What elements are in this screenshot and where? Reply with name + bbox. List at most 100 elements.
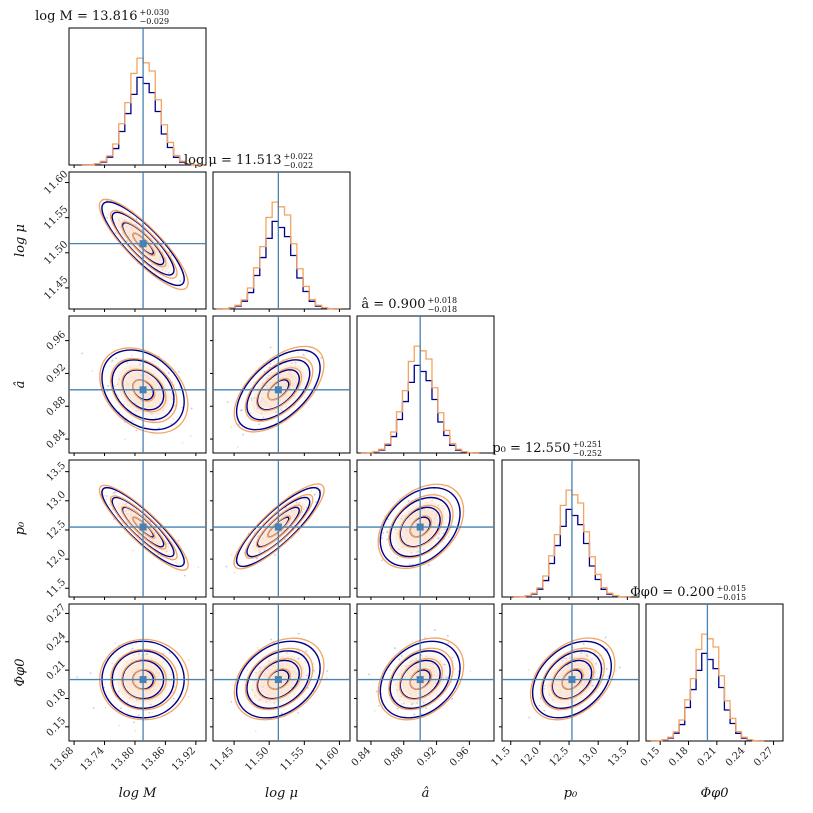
sample-point xyxy=(303,696,306,699)
sample-point xyxy=(126,240,128,243)
sample-point xyxy=(118,377,121,380)
truth-marker xyxy=(139,523,147,531)
sample-point xyxy=(596,677,598,680)
panel-frame xyxy=(501,459,640,598)
sample-point xyxy=(435,511,438,514)
sample-point xyxy=(140,656,143,659)
sample-point xyxy=(325,676,328,679)
sample-point xyxy=(430,662,433,664)
sample-point xyxy=(258,666,261,669)
sample-point xyxy=(413,713,416,716)
sample-point xyxy=(564,657,567,660)
sample-point xyxy=(257,672,260,675)
sample-point xyxy=(275,367,277,370)
sample-point xyxy=(250,399,253,402)
y-tick-label: 0.27 xyxy=(45,602,69,626)
sample-point xyxy=(400,654,403,657)
x-axis-label-4: Φφ0 xyxy=(700,786,728,801)
title-minus-error: −0.022 xyxy=(284,161,314,170)
x-tick-label: 12.5 xyxy=(548,745,572,769)
sample-point xyxy=(104,706,107,709)
contour-orange xyxy=(398,657,443,701)
sample-point xyxy=(76,676,79,678)
x-tick-label: 11.5 xyxy=(489,745,513,769)
sample-point xyxy=(285,506,287,509)
sample-point xyxy=(253,380,255,383)
sample-point xyxy=(561,659,564,662)
y-tick-label: 11.5 xyxy=(45,577,69,601)
sample-point xyxy=(106,390,109,392)
sample-point xyxy=(425,707,428,710)
sample-point xyxy=(170,673,173,676)
title-minus-error: −0.029 xyxy=(140,17,170,26)
contour-navy xyxy=(399,506,441,548)
truth-marker xyxy=(416,676,424,684)
sample-point xyxy=(602,667,604,670)
sample-point xyxy=(394,683,397,686)
sample-point xyxy=(131,420,134,423)
sample-point xyxy=(573,700,576,703)
x-tick-label: 0.96 xyxy=(448,745,472,769)
contour-navy xyxy=(235,640,321,719)
y-tick-label: 12.0 xyxy=(45,548,69,572)
x-tick-label: 0.18 xyxy=(667,745,691,769)
sample-point xyxy=(114,642,117,644)
sample-point xyxy=(266,377,269,380)
sample-point xyxy=(305,499,308,502)
sample-point xyxy=(543,684,546,687)
sample-point xyxy=(573,656,576,659)
x-tick-label: 0.15 xyxy=(639,745,663,769)
sample-point xyxy=(273,361,276,363)
x-tick-label: 12.0 xyxy=(518,745,542,769)
contour-orange xyxy=(267,377,291,401)
sample-point xyxy=(569,657,571,659)
sample-point xyxy=(443,528,446,531)
sample-point xyxy=(125,502,128,505)
title-plus-error: +0.018 xyxy=(428,296,458,305)
sample-point xyxy=(252,390,255,392)
sample-point xyxy=(442,676,445,679)
sample-point xyxy=(595,662,598,665)
sample-point xyxy=(117,681,120,684)
sample-point xyxy=(149,703,152,706)
title-minus-error: −0.018 xyxy=(428,305,458,314)
contour-orange xyxy=(255,504,303,549)
x-tick-label: 0.88 xyxy=(382,745,406,769)
sample-point xyxy=(225,565,228,568)
sample-point xyxy=(256,407,258,410)
truth-marker xyxy=(568,676,576,684)
sample-point xyxy=(274,554,276,556)
sample-point xyxy=(614,670,617,672)
sample-point xyxy=(150,658,153,661)
contour-navy xyxy=(101,486,185,568)
sample-point xyxy=(593,638,596,641)
sample-point xyxy=(297,657,300,660)
sample-point xyxy=(312,663,315,665)
sample-point xyxy=(396,688,399,691)
sample-point xyxy=(438,533,441,535)
panel-frame xyxy=(645,603,784,742)
sample-point xyxy=(240,409,242,412)
x-tick-label: 11.45 xyxy=(208,745,236,773)
sample-point xyxy=(138,363,141,366)
sample-point xyxy=(407,510,410,513)
sample-point xyxy=(130,649,132,652)
sample-point xyxy=(396,707,399,710)
contour-orange xyxy=(121,368,167,413)
sample-point xyxy=(167,542,170,545)
sample-point xyxy=(259,544,262,547)
y-tick-label: 13.0 xyxy=(45,489,69,513)
sample-point xyxy=(403,715,406,718)
sample-point xyxy=(167,372,170,374)
sample-point xyxy=(305,351,308,354)
sample-point xyxy=(163,661,165,664)
contour-orange xyxy=(98,484,189,571)
sample-point xyxy=(368,673,370,676)
sample-point xyxy=(446,635,449,637)
sample-point xyxy=(181,441,184,444)
sample-point xyxy=(271,696,273,699)
sample-point xyxy=(400,669,403,671)
sample-point xyxy=(305,650,308,653)
contour-orange xyxy=(377,637,465,721)
sample-point xyxy=(257,535,260,537)
